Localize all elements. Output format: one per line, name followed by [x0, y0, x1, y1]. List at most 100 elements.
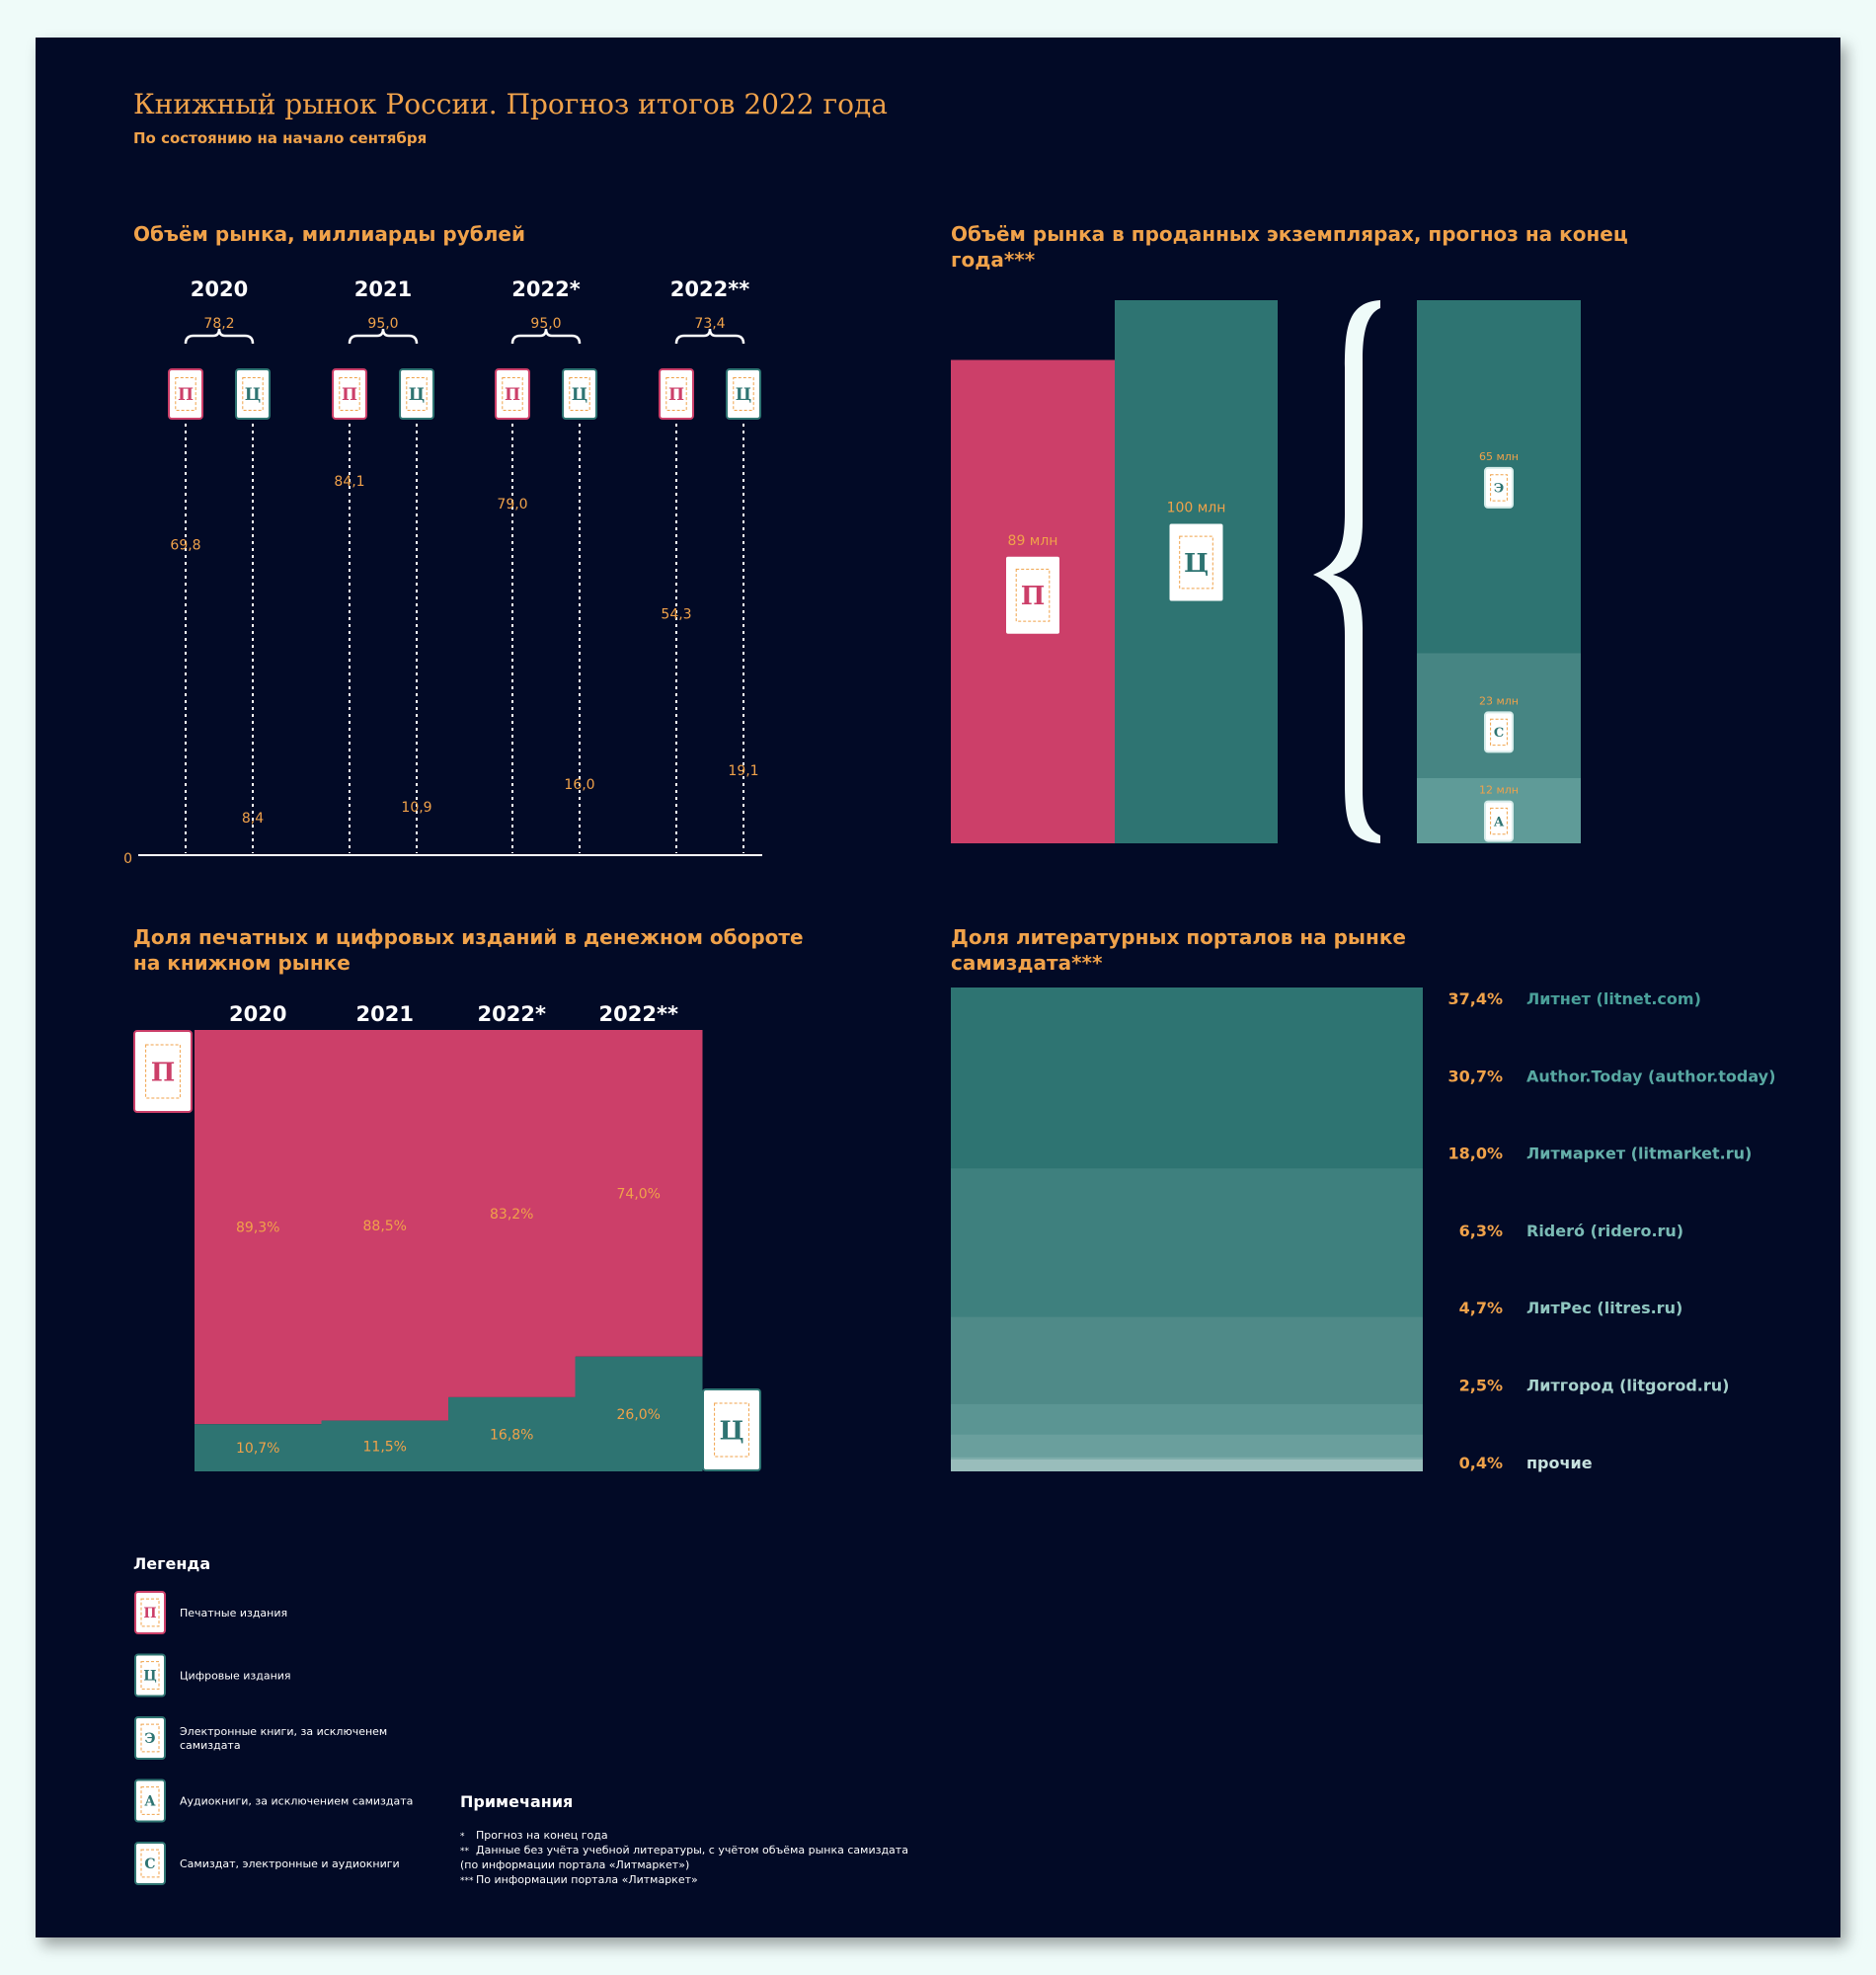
card-inner-dashed — [140, 1786, 160, 1815]
legend-item-label: Аудиокниги, за исключением самиздата — [180, 1795, 413, 1808]
chart4-segment — [951, 1434, 1423, 1459]
chart1-year-label: 2022** — [670, 277, 749, 301]
chart4-portal-label: Author.Today (author.today) — [1526, 1066, 1775, 1085]
chart2-title-line2: года*** — [951, 248, 1036, 272]
page-title: Книжный рынок России. Прогноз итогов 202… — [133, 88, 888, 120]
chart3-print-label: 74,0% — [617, 1186, 661, 1202]
chart4-portal-label: Литгород (litgorod.ru) — [1526, 1377, 1729, 1395]
card-letter: П — [143, 1606, 156, 1621]
chart2-title-line1: Объём рынка в проданных экземплярах, про… — [951, 222, 1628, 246]
chart1-group-brace — [184, 328, 255, 345]
chart3-year-label: 2022** — [599, 1002, 678, 1026]
chart1-value-label: 10,9 — [401, 800, 431, 816]
card-letter: С — [144, 1856, 155, 1872]
chart3-bar-print — [321, 1030, 449, 1421]
chart3-year-label: 2021 — [356, 1002, 414, 1026]
notes-title: Примечания — [460, 1792, 573, 1811]
chart4-portal-label: Rideró (ridero.ru) — [1526, 1222, 1683, 1240]
note-text: Данные без учёта учебной литературы, с у… — [476, 1844, 908, 1856]
chart2-breakdown-card: Э — [1484, 466, 1514, 509]
card-inner-dashed — [1490, 474, 1508, 502]
note-mark: *** — [460, 1876, 474, 1886]
card-frame — [134, 1842, 166, 1885]
chart3-bar-print — [195, 1030, 322, 1425]
card-inner-dashed — [1015, 568, 1051, 622]
card-inner-dashed — [145, 1044, 181, 1099]
card-frame — [1004, 554, 1061, 636]
chart3-title-line2: на книжном рынке — [133, 951, 351, 975]
chart4-title-line1: Доля литературных порталов на рынке — [951, 925, 1406, 949]
chart1-total-label: 78,2 — [203, 316, 234, 332]
chart3-bar-digital — [321, 1420, 449, 1471]
chart-portals-share: Доля литературных порталов на рынкесамиз… — [951, 925, 1775, 1472]
card-inner-dashed — [406, 377, 428, 411]
card-frame — [495, 368, 530, 420]
chart4-percent-label: 2,5% — [1459, 1377, 1503, 1395]
chart3-digital-label: 11,5% — [363, 1439, 407, 1455]
chart2-brace — [1313, 300, 1380, 843]
legend-card: А — [134, 1778, 166, 1823]
card-letter: П — [178, 385, 194, 405]
card-frame — [726, 368, 761, 420]
chart3-digital-label: 26,0% — [617, 1407, 661, 1423]
card-letter: Ц — [572, 385, 587, 405]
chart-money-share: Доля печатных и цифровых изданий в денеж… — [133, 925, 804, 1471]
card-letter: Ц — [1184, 549, 1209, 579]
chart2-breakdown-card: А — [1484, 800, 1514, 842]
card-frame — [1484, 800, 1514, 842]
chart4-percent-label: 37,4% — [1447, 989, 1503, 1008]
chart1-zero-label: 0 — [123, 851, 132, 867]
note-mark: ** — [460, 1847, 470, 1856]
card-letter: Ц — [736, 385, 751, 405]
card-frame — [133, 1030, 193, 1113]
chart3-bar-digital — [448, 1396, 576, 1471]
card-frame — [134, 1653, 166, 1698]
legend-item-label: Цифровые издания — [180, 1670, 291, 1683]
card-letter: П — [1021, 582, 1046, 611]
card-inner-dashed — [140, 1661, 160, 1690]
card-letter: А — [144, 1794, 156, 1810]
chart1-total-label: 73,4 — [694, 316, 725, 332]
chart1-card-print: П — [495, 368, 530, 420]
chart3-year-label: 2022* — [478, 1002, 546, 1026]
chart4-percent-label: 6,3% — [1459, 1222, 1503, 1240]
chart1-value-label: 79,0 — [497, 497, 527, 513]
chart-market-volume-copies: Объём рынка в проданных экземплярах, про… — [951, 222, 1628, 843]
card-letter: Э — [1494, 482, 1504, 497]
chart1-card-digital: Ц — [726, 368, 761, 420]
chart1-value-label: 8,4 — [242, 811, 264, 827]
chart4-title-line2: самиздата*** — [951, 951, 1103, 975]
note-text: По информации портала «Литмаркет» — [476, 1873, 698, 1886]
legend-item-label: Печатные издания — [180, 1607, 287, 1620]
card-frame — [659, 368, 694, 420]
chart1-value-label: 16,0 — [564, 777, 594, 793]
chart4-segment — [951, 1316, 1423, 1405]
card-letter: С — [1494, 726, 1504, 741]
chart1-value-label: 54,3 — [661, 606, 691, 622]
chart3-card-digital: Ц — [702, 1388, 761, 1471]
legend-card: Ц — [134, 1653, 166, 1698]
chart4-percent-label: 30,7% — [1447, 1066, 1503, 1085]
chart2-bar-label: 100 млн — [1167, 501, 1226, 516]
chart1-card-digital: Ц — [399, 368, 434, 420]
card-letter: Ц — [143, 1669, 157, 1685]
chart3-print-label: 89,3% — [236, 1221, 279, 1236]
chart3-title-line1: Доля печатных и цифровых изданий в денеж… — [133, 925, 804, 949]
chart2-breakdown-card: С — [1484, 711, 1514, 753]
card-frame — [1484, 466, 1514, 509]
legend-title: Легенда — [133, 1554, 210, 1573]
card-inner-dashed — [1179, 535, 1213, 590]
legend: Легенда П Печатные издания Ц Цифровые издани… — [133, 1554, 413, 1885]
chart3-print-label: 83,2% — [490, 1207, 533, 1223]
chart4-portal-label: прочие — [1526, 1454, 1593, 1472]
card-frame — [134, 1716, 166, 1760]
card-inner-dashed — [175, 377, 196, 411]
chart3-bar-digital — [575, 1356, 703, 1471]
chart3-bar-print — [448, 1030, 576, 1397]
chart3-digital-label: 16,8% — [490, 1427, 533, 1443]
chart1-year-label: 2022* — [511, 277, 580, 301]
note-mark: * — [460, 1832, 465, 1842]
chart1-card-print: П — [659, 368, 694, 420]
card-letter: П — [151, 1058, 176, 1087]
